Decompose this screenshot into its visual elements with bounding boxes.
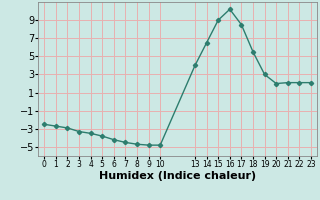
X-axis label: Humidex (Indice chaleur): Humidex (Indice chaleur) [99, 171, 256, 181]
